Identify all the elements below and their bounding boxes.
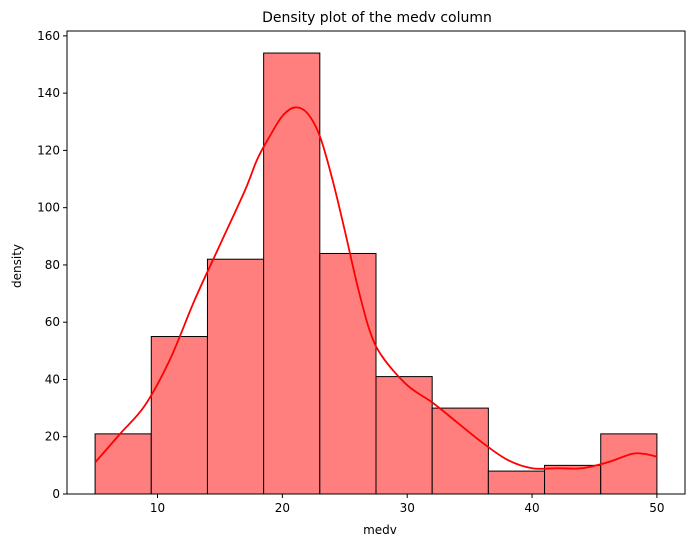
chart-title: Density plot of the medv column <box>262 10 492 26</box>
x-tick-label: 10 <box>150 501 165 515</box>
y-tick-label: 100 <box>37 201 60 215</box>
x-tick-label: 30 <box>400 501 415 515</box>
x-axis-ticks: 10 20 30 40 50 <box>150 494 665 515</box>
y-tick-label: 0 <box>52 487 60 501</box>
y-axis-label: density <box>10 244 24 288</box>
histogram-bar-5 <box>375 376 433 495</box>
bars-group <box>94 52 658 495</box>
kde-line <box>94 106 658 470</box>
histogram-bar-6 <box>431 407 489 495</box>
x-tick-label: 40 <box>524 501 539 515</box>
histogram-bar-1 <box>150 336 208 495</box>
y-axis-ticks: 0 20 40 60 80 100 120 140 160 <box>37 29 67 501</box>
y-tick-label: 20 <box>45 430 60 444</box>
x-tick-label: 50 <box>649 501 664 515</box>
y-tick-label: 60 <box>45 315 60 329</box>
x-tick-label: 20 <box>275 501 290 515</box>
y-tick-label: 160 <box>37 29 60 43</box>
histogram-bar-8 <box>544 464 602 495</box>
x-axis-label: medv <box>363 523 397 537</box>
histogram-bar-4 <box>319 252 377 495</box>
y-tick-label: 40 <box>45 372 60 386</box>
histogram-bar-2 <box>206 258 265 495</box>
y-tick-label: 80 <box>45 258 60 272</box>
histogram-bar-7 <box>487 470 546 495</box>
plot-frame <box>66 30 686 495</box>
y-tick-label: 140 <box>37 86 60 100</box>
histogram-bar-3 <box>263 52 321 495</box>
histogram-bar-9 <box>600 433 658 495</box>
y-tick-label: 120 <box>37 143 60 157</box>
histogram-bar-0 <box>94 433 152 495</box>
